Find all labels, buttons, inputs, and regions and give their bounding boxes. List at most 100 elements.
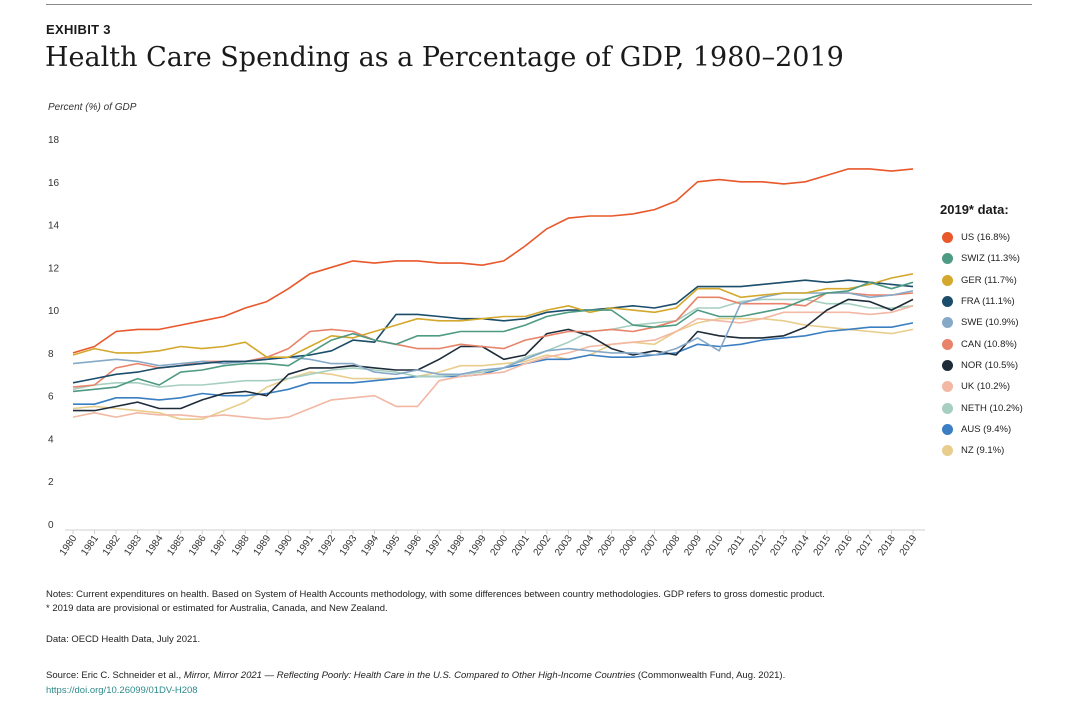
legend-item: NOR (10.5%) [940, 355, 1060, 376]
x-tick-label: 2018 [876, 533, 898, 558]
x-tick-label: 1995 [381, 533, 403, 558]
x-tick-label: 1987 [208, 533, 230, 558]
x-tick-label: 2012 [747, 533, 769, 558]
x-tick-label: 2002 [532, 533, 554, 558]
x-tick-label: 1991 [295, 533, 317, 558]
legend-label: CAN (10.8%) [961, 338, 1017, 350]
series-line-swiz [72, 281, 914, 393]
series-line-ger [72, 273, 914, 359]
y-axis-ticks: 0 2 4 6 8 10 12 14 16 18 [48, 135, 60, 531]
legend-label: UK (10.2%) [961, 381, 1011, 393]
source-title: Mirror, Mirror 2021 — Reflecting Poorly:… [183, 670, 636, 681]
source-suffix: (Commonwealth Fund, Aug. 2021). [635, 670, 786, 681]
y-axis-label: Percent (%) of GDP [48, 102, 137, 113]
x-tick-label: 2007 [639, 533, 661, 558]
doi-link[interactable]: https://doi.org/10.26099/01DV-H208 [46, 685, 198, 696]
notes-line-1: Notes: Current expenditures on health. B… [46, 589, 825, 600]
series-line-uk [72, 305, 914, 421]
legend-swatch-dot-icon [942, 359, 953, 371]
x-tick-label: 2004 [575, 533, 597, 558]
x-tick-label: 1986 [187, 533, 209, 558]
source: Source: Eric C. Schneider et al., Mirror… [46, 668, 1036, 698]
y-tick-label: 16 [48, 178, 60, 189]
legend-item: NZ (9.1%) [940, 440, 1060, 461]
x-tick-label: 1985 [165, 533, 187, 558]
y-tick-label: 0 [48, 520, 54, 531]
top-rule [46, 4, 1032, 5]
y-tick-label: 2 [48, 477, 54, 488]
x-tick-label: 1988 [230, 533, 252, 558]
data-source: Data: OECD Health Data, July 2021. [46, 634, 201, 645]
legend-item: AUS (9.4%) [940, 419, 1060, 440]
legend-swatch-dot-icon [942, 381, 953, 393]
legend: 2019* data: US (16.8%) SWIZ (11.3%) GER (1… [940, 202, 1060, 461]
legend-items: US (16.8%) SWIZ (11.3%) GER (11.7%) FRA (11… [940, 227, 1060, 461]
series-line-aus [73, 322, 914, 406]
x-tick-label: 2017 [855, 533, 877, 558]
x-tick-label: 2014 [790, 533, 812, 558]
x-tick-label: 1980 [58, 533, 80, 558]
y-tick-label: 18 [48, 135, 60, 146]
x-tick-label: 1993 [338, 533, 360, 558]
legend-swatch-dot-icon [942, 317, 953, 329]
legend-label: SWE (10.9%) [961, 317, 1019, 329]
legend-swatch-dot-icon [942, 253, 953, 265]
x-tick-label: 2019 [898, 533, 920, 558]
y-tick-label: 14 [48, 221, 60, 232]
legend-swatch-dot-icon [942, 423, 953, 435]
y-tick-label: 4 [48, 434, 54, 445]
legend-label: GER (11.7%) [961, 274, 1017, 286]
legend-swatch-dot-icon [942, 445, 953, 457]
x-tick-label: 1983 [122, 533, 144, 558]
x-tick-label: 1997 [424, 533, 446, 558]
x-tick-label: 2010 [704, 533, 726, 558]
series-line-nor [73, 298, 914, 412]
legend-label: NETH (10.2%) [961, 402, 1023, 414]
x-tick-label: 1994 [359, 533, 381, 558]
x-tick-label: 2003 [553, 533, 575, 558]
x-tick-label: 2009 [682, 533, 704, 558]
notes-line-2: * 2019 data are provisional or estimated… [46, 603, 388, 614]
x-tick-label: 1989 [252, 533, 274, 558]
legend-swatch-dot-icon [942, 402, 953, 414]
legend-item: FRA (11.1%) [940, 291, 1060, 312]
series-line-fra [72, 279, 914, 384]
legend-item: UK (10.2%) [940, 376, 1060, 397]
x-tick-label: 1999 [467, 533, 489, 558]
x-tick-label: 1982 [101, 533, 123, 558]
x-tick-label: 1992 [316, 533, 338, 558]
legend-label: US (16.8%) [961, 232, 1011, 244]
legend-item: SWIZ (11.3%) [940, 248, 1060, 269]
y-tick-label: 6 [48, 392, 54, 403]
series-line-nz [72, 317, 914, 421]
legend-swatch-dot-icon [942, 296, 953, 308]
legend-item: US (16.8%) [940, 227, 1060, 248]
x-tick-label: 1981 [79, 533, 101, 558]
x-tick-label: 2000 [488, 533, 510, 558]
x-tick-label: 2015 [812, 533, 834, 558]
legend-title: 2019* data: [940, 202, 1009, 217]
legend-label: FRA (11.1%) [961, 296, 1015, 308]
legend-swatch-dot-icon [942, 274, 953, 286]
series-line-us [72, 168, 914, 354]
x-tick-label: 2005 [596, 533, 618, 558]
legend-label: SWIZ (11.3%) [961, 253, 1020, 265]
legend-label: NOR (10.5%) [961, 359, 1019, 371]
chart-title: Health Care Spending as a Percentage of … [45, 42, 844, 73]
y-tick-label: 12 [48, 263, 60, 274]
source-citation: Source: Eric C. Schneider et al., Mirror… [46, 668, 1036, 683]
legend-item: SWE (10.9%) [940, 312, 1060, 333]
x-tick-label: 1998 [445, 533, 467, 558]
x-tick-label: 1990 [273, 533, 295, 558]
x-tick-label: 2011 [726, 533, 748, 557]
x-tick-label: 2013 [768, 533, 790, 558]
exhibit-label: EXHIBIT 3 [46, 22, 111, 37]
legend-swatch-dot-icon [942, 338, 953, 350]
y-tick-label: 8 [48, 349, 54, 360]
x-axis-ticks: 1980 1981 1982 1983 1984 1985 1986 1987 1988 1989… [58, 530, 920, 558]
x-tick-label: 2016 [833, 533, 855, 558]
legend-item: GER (11.7%) [940, 270, 1060, 291]
notes: Notes: Current expenditures on health. B… [46, 588, 1036, 616]
x-tick-label: 1984 [144, 533, 166, 558]
